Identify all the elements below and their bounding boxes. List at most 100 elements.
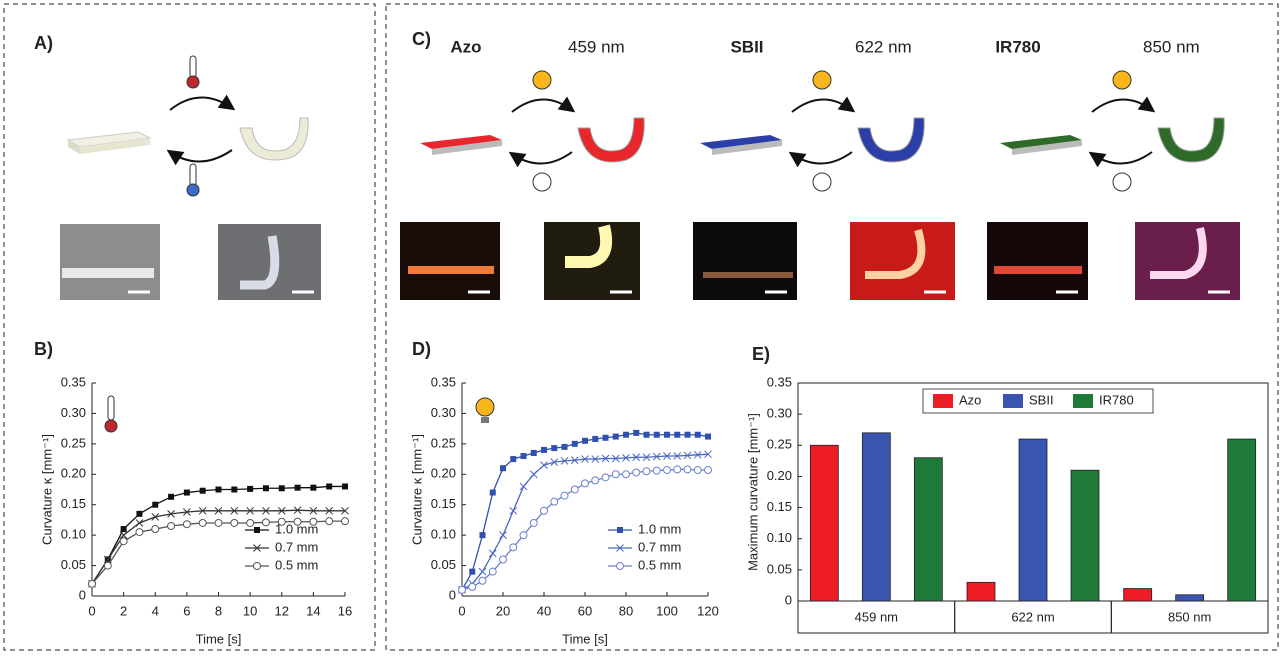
marker: [613, 434, 619, 440]
y-tick-label: 0.05: [61, 557, 86, 572]
bar: [1228, 439, 1256, 601]
marker: [136, 511, 142, 517]
marker: [469, 569, 475, 575]
marker: [562, 444, 568, 450]
marker: [561, 492, 568, 499]
marker: [121, 526, 127, 532]
marker: [326, 483, 332, 489]
y-tick-label: 0: [785, 592, 792, 607]
marker: [644, 432, 650, 438]
marker: [705, 467, 712, 474]
x-tick-label: 0: [458, 603, 465, 618]
marker: [263, 485, 269, 491]
bulb-off: [813, 173, 831, 191]
marker: [541, 507, 548, 514]
y-tick-label: 0.10: [767, 530, 792, 545]
marker: [530, 519, 537, 526]
marker: [490, 490, 496, 496]
marker: [231, 519, 238, 526]
bulb-off: [1113, 173, 1131, 191]
marker: [310, 485, 316, 491]
marker: [541, 447, 547, 453]
marker: [653, 467, 660, 474]
marker: [674, 466, 681, 473]
y-tick-label: 0.15: [431, 496, 456, 511]
y-tick-label: 0.35: [61, 374, 86, 389]
y-tick-label: 0: [79, 587, 86, 602]
panel-label: C): [412, 29, 431, 49]
legend-swatch: [1003, 394, 1023, 408]
marker: [168, 523, 175, 530]
marker: [572, 441, 578, 447]
legend-label: 0.5 mm: [638, 557, 681, 572]
arrow: [1092, 99, 1152, 112]
x-tick-label: 8: [215, 603, 222, 618]
x-tick-label: 12: [275, 603, 289, 618]
marker: [500, 532, 507, 539]
x-tick-label: 10: [243, 603, 257, 618]
legend-label: SBII: [1029, 392, 1054, 407]
y-axis-label: Curvature κ [mm⁻¹]: [39, 434, 54, 545]
bar: [967, 582, 995, 601]
marker: [695, 432, 701, 438]
marker: [500, 465, 506, 471]
arrow: [792, 99, 852, 112]
marker: [216, 487, 222, 493]
dye-name: Azo: [450, 37, 481, 56]
marker: [120, 538, 127, 545]
y-tick-label: 0.30: [431, 405, 456, 420]
y-tick-label: 0.05: [767, 561, 792, 576]
bar: [862, 433, 890, 601]
panel-label: B): [34, 339, 53, 359]
x-tick-label: 4: [152, 603, 159, 618]
marker: [247, 519, 254, 526]
marker: [278, 518, 285, 525]
marker: [510, 544, 517, 551]
y-tick-label: 0.05: [431, 557, 456, 572]
x-tick-label: 60: [578, 603, 592, 618]
bulb-on: [533, 71, 551, 89]
y-tick-label: 0.25: [767, 437, 792, 452]
x-tick-label: 16: [338, 603, 352, 618]
x-tick-label: 2: [120, 603, 127, 618]
y-tick-label: 0.25: [431, 435, 456, 450]
x-tick-label: 40: [537, 603, 551, 618]
bar: [914, 458, 942, 601]
marker: [520, 483, 527, 490]
marker: [592, 436, 598, 442]
bulb-on: [1113, 71, 1131, 89]
bar: [1019, 439, 1047, 601]
marker: [633, 430, 639, 436]
marker: [705, 434, 711, 440]
marker: [694, 467, 701, 474]
marker: [674, 432, 680, 438]
marker: [643, 468, 650, 475]
bulb-on: [813, 71, 831, 89]
legend-label: 0.5 mm: [275, 557, 318, 572]
bar: [1124, 589, 1152, 601]
y-tick-label: 0.35: [767, 374, 792, 389]
bar: [1176, 595, 1204, 601]
x-axis-label: Time [s]: [196, 631, 242, 646]
dye-name: IR780: [995, 37, 1040, 56]
marker: [582, 438, 588, 444]
y-tick-label: 0.10: [61, 527, 86, 542]
marker: [152, 502, 158, 508]
marker: [459, 586, 466, 593]
legend-marker: [617, 527, 623, 533]
marker: [104, 562, 111, 569]
marker: [310, 518, 317, 525]
figure: A) B) C) D) E) Azo459 nmSBII622 nmIR7808…: [0, 0, 1282, 654]
wavelength: 850 nm: [1143, 37, 1200, 56]
x-tick-label: 120: [697, 603, 719, 618]
bent-strip: [1158, 118, 1224, 162]
x-tick-label: 20: [496, 603, 510, 618]
marker: [500, 556, 507, 563]
bent-strip: [578, 118, 644, 162]
x-tick-label: 850 nm: [1168, 609, 1211, 624]
marker: [295, 485, 301, 491]
panel-frame: [4, 4, 375, 650]
legend-label: 1.0 mm: [638, 521, 681, 536]
marker: [199, 519, 206, 526]
wavelength: 459 nm: [568, 37, 625, 56]
